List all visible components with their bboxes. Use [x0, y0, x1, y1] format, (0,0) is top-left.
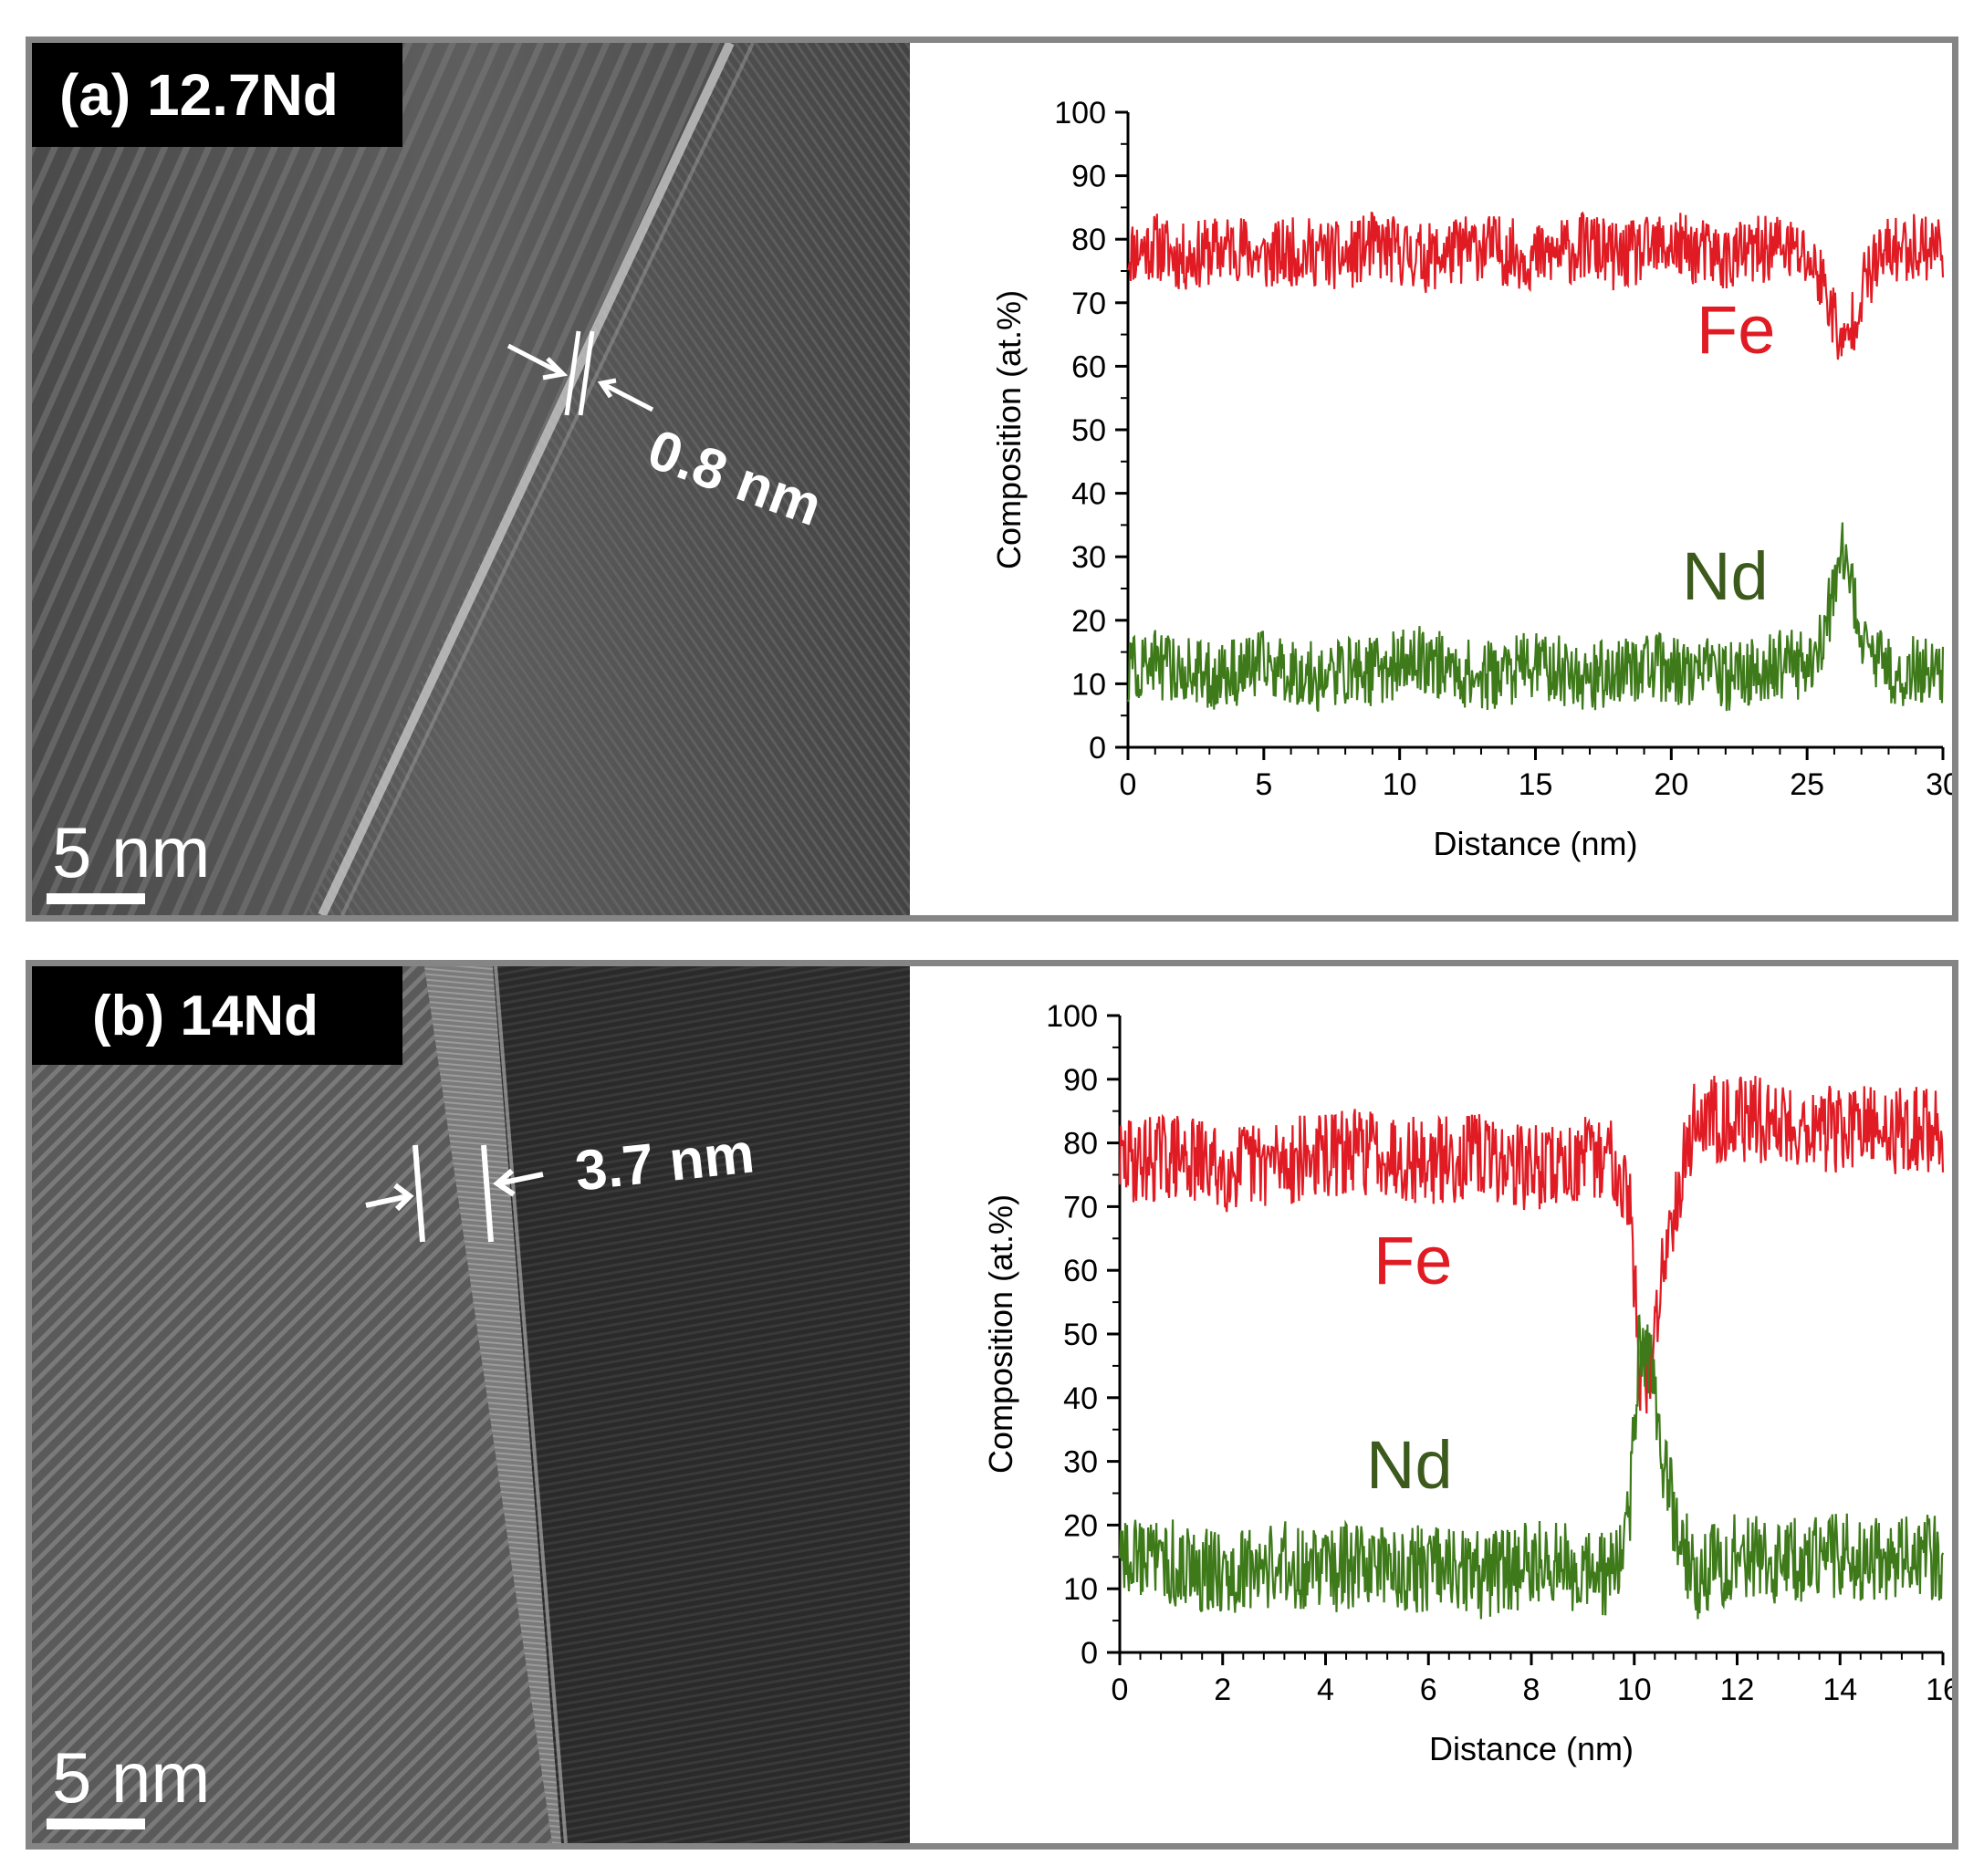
series-label-nd: Nd [1366, 1427, 1453, 1503]
series-nd-line [1126, 522, 1945, 713]
x-tick-label: 12 [1720, 1673, 1755, 1707]
y-tick-label: 100 [1054, 96, 1106, 130]
y-tick-label: 90 [1071, 160, 1106, 194]
y-axis-label: Composition (at.%) [990, 290, 1028, 569]
y-tick-label: 10 [1063, 1572, 1098, 1607]
chart-a: 0 10 20 30 40 50 60 70 80 90 100 0 5 10 15 20 25 30 Distan… [910, 43, 1958, 915]
y-tick-label: 0 [1089, 731, 1106, 766]
tem-image-b: (b) 14Nd 3.7 nm 5 nm [32, 966, 910, 1843]
x-tick-label: 2 [1214, 1673, 1231, 1707]
x-tick-label: 4 [1317, 1673, 1334, 1707]
panel-a: (a) 12.7Nd 0.8 nm 5 nm 0 10 20 30 40 50 60 70 80… [26, 36, 1958, 922]
chart-svg-b: 0 10 20 30 40 50 60 70 80 90 100 0 2 4 6 8 10 12 14 16 Dista… [982, 999, 1958, 1767]
scale-bar-label-a: 5 nm [52, 812, 211, 892]
y-tick-label: 70 [1063, 1190, 1098, 1225]
x-tick-label: 16 [1926, 1673, 1958, 1707]
series-fe-line [1118, 1075, 1945, 1414]
panel-label-b: (b) 14Nd [32, 966, 402, 1065]
x-tick-label: 25 [1790, 767, 1824, 802]
y-tick-label: 80 [1071, 223, 1106, 257]
scale-bar-a [47, 893, 145, 904]
tem-micrograph-a [32, 43, 910, 915]
y-tick-label: 40 [1063, 1381, 1098, 1416]
tem-image-a: (a) 12.7Nd 0.8 nm 5 nm [32, 43, 910, 915]
x-tick-label: 0 [1112, 1673, 1129, 1707]
y-tick-label: 10 [1071, 667, 1106, 702]
x-tick-label: 6 [1420, 1673, 1437, 1707]
series-fe-line [1126, 211, 1945, 360]
y-tick-label: 40 [1071, 477, 1106, 512]
y-tick-label: 30 [1063, 1445, 1098, 1480]
y-tick-label: 60 [1063, 1254, 1098, 1288]
x-tick-label: 8 [1523, 1673, 1540, 1707]
x-tick-label: 15 [1519, 767, 1553, 802]
y-tick-label: 50 [1071, 413, 1106, 448]
scale-bar-b [47, 1819, 145, 1829]
y-axis-label: Composition (at.%) [982, 1194, 1019, 1474]
panel-label-a: (a) 12.7Nd [32, 43, 402, 147]
series-nd-line [1118, 1314, 1945, 1620]
x-tick-label: 14 [1822, 1673, 1857, 1707]
x-tick-label: 5 [1255, 767, 1272, 802]
series-label-fe: Fe [1697, 292, 1775, 368]
chart-b: 0 10 20 30 40 50 60 70 80 90 100 0 2 4 6 8 10 12 14 16 Dista… [910, 966, 1958, 1843]
x-tick-label: 0 [1120, 767, 1137, 802]
y-tick-label: 20 [1071, 604, 1106, 639]
x-tick-label: 10 [1617, 1673, 1652, 1707]
x-tick-label: 20 [1654, 767, 1688, 802]
x-tick-label: 30 [1926, 767, 1958, 802]
series-label-fe: Fe [1373, 1223, 1452, 1298]
x-tick-label: 10 [1383, 767, 1417, 802]
series-label-nd: Nd [1682, 538, 1769, 614]
y-tick-label: 80 [1063, 1127, 1098, 1162]
chart-svg-a: 0 10 20 30 40 50 60 70 80 90 100 0 5 10 15 20 25 30 Distan… [990, 96, 1958, 862]
y-tick-label: 60 [1071, 349, 1106, 384]
y-tick-label: 100 [1046, 999, 1098, 1034]
y-tick-label: 30 [1071, 540, 1106, 575]
y-tick-label: 0 [1081, 1636, 1098, 1671]
panel-b: (b) 14Nd 3.7 nm 5 nm 0 10 20 30 40 50 60 70 80 90… [26, 960, 1958, 1850]
x-axis-label: Distance (nm) [1429, 1730, 1634, 1767]
scale-bar-label-b: 5 nm [52, 1737, 211, 1818]
y-tick-label: 90 [1063, 1063, 1098, 1098]
y-tick-label: 50 [1063, 1318, 1098, 1352]
tem-micrograph-b [32, 966, 910, 1843]
y-tick-label: 20 [1063, 1508, 1098, 1543]
y-tick-label: 70 [1071, 287, 1106, 321]
x-axis-label: Distance (nm) [1433, 825, 1637, 862]
